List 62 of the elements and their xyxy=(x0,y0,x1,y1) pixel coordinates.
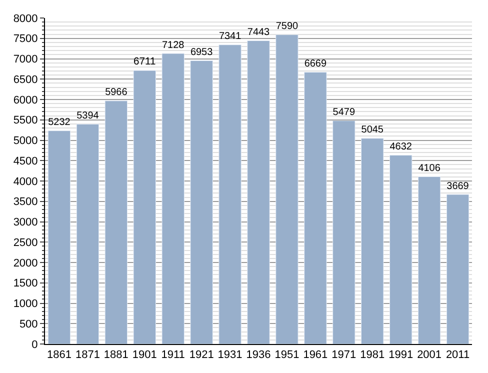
data-label: 7341 xyxy=(218,31,242,42)
y-tick-label: 2000 xyxy=(13,257,38,270)
data-label: 5045 xyxy=(361,124,384,136)
bar xyxy=(304,72,327,344)
x-tick-label: 2001 xyxy=(417,349,442,362)
y-tick-label: 4000 xyxy=(13,176,38,188)
data-label: 5479 xyxy=(332,107,356,118)
x-tick-label: 1871 xyxy=(75,349,100,362)
data-label: 7128 xyxy=(162,40,185,51)
bar xyxy=(247,40,270,344)
y-tick-label: 4500 xyxy=(13,155,38,168)
bar xyxy=(190,60,213,344)
y-tick-label: 6500 xyxy=(13,74,38,86)
x-tick-label: 1881 xyxy=(104,349,128,362)
x-tick-label: 1981 xyxy=(360,349,385,362)
bar xyxy=(133,70,156,344)
y-tick-label: 0 xyxy=(32,338,38,351)
x-tick-label: 1911 xyxy=(161,349,185,362)
x-tick-label: 1861 xyxy=(46,349,72,362)
y-tick-label: 6000 xyxy=(13,94,38,106)
bar xyxy=(218,44,242,344)
data-label: 6669 xyxy=(304,58,327,70)
bar xyxy=(332,120,356,344)
x-tick-label: 1991 xyxy=(388,349,414,362)
bar xyxy=(446,194,470,344)
y-tick-label: 500 xyxy=(19,318,38,330)
data-label: 4632 xyxy=(390,142,412,153)
bar xyxy=(48,130,71,344)
y-tick-label: 5000 xyxy=(13,135,38,148)
x-tick-label: 1921 xyxy=(189,349,214,362)
bar xyxy=(162,53,184,344)
data-label: 6711 xyxy=(134,56,156,68)
data-label: 5394 xyxy=(76,110,100,122)
data-label: 5232 xyxy=(48,117,71,128)
y-tick-label: 7500 xyxy=(13,33,38,46)
data-label: 4106 xyxy=(418,162,441,174)
data-label: 7443 xyxy=(247,26,270,38)
data-label: 3669 xyxy=(446,180,470,192)
x-tick-label: 1961 xyxy=(303,349,328,362)
y-tick-label: 1000 xyxy=(13,298,38,310)
y-tick-label: 5500 xyxy=(13,114,38,127)
bar xyxy=(389,155,412,344)
data-label: 7590 xyxy=(276,20,299,32)
bar xyxy=(276,34,298,344)
x-tick-label: 1936 xyxy=(246,349,271,362)
bar xyxy=(76,124,100,344)
y-tick-label: 3500 xyxy=(13,196,38,208)
data-label: 5966 xyxy=(105,87,128,98)
x-tick-label: 1951 xyxy=(274,349,300,362)
y-tick-label: 2500 xyxy=(13,236,38,249)
x-tick-label: 1931 xyxy=(218,349,242,362)
y-tick-label: 7000 xyxy=(13,54,38,66)
x-tick-label: 1901 xyxy=(132,349,157,362)
bar xyxy=(104,100,128,344)
x-tick-label: 2011 xyxy=(446,349,470,362)
data-label: 6953 xyxy=(190,46,214,58)
bar xyxy=(361,138,384,344)
x-tick-label: 1971 xyxy=(332,349,356,362)
bar xyxy=(418,176,441,344)
y-tick-label: 3000 xyxy=(13,216,38,229)
y-tick-label: 8000 xyxy=(13,12,38,25)
y-tick-label: 1500 xyxy=(13,278,38,290)
